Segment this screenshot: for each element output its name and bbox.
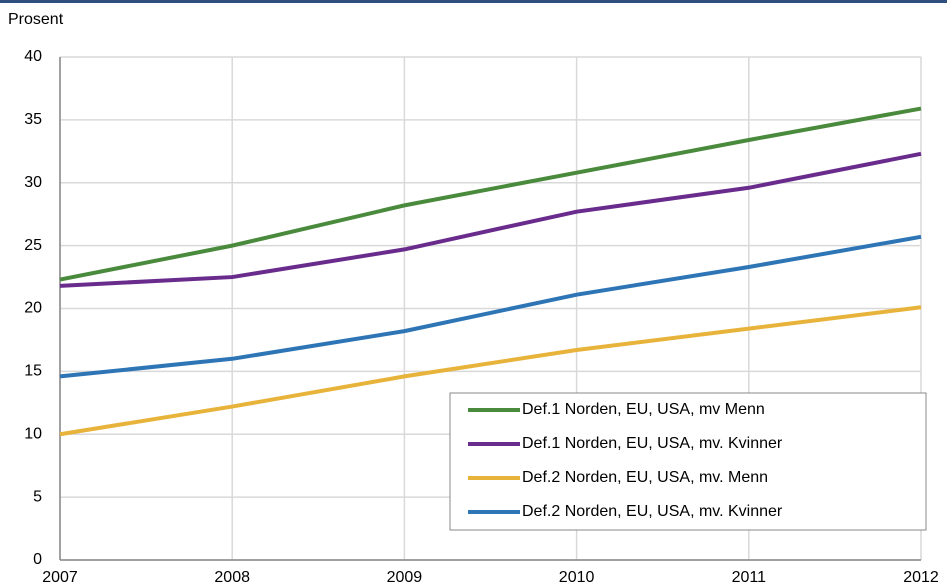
series-line [59, 305, 922, 437]
y-tick-label: 0 [33, 551, 42, 568]
x-tick-label: 2012 [903, 569, 939, 586]
legend-label: Def.2 Norden, EU, USA, mv. Kvinner [522, 503, 783, 520]
x-tick-label: 2011 [732, 569, 767, 586]
series-line [59, 106, 922, 282]
y-tick-label: 15 [24, 363, 42, 380]
legend-label: Def.1 Norden, EU, USA, mv. Kvinner [522, 435, 783, 452]
legend-box [449, 392, 927, 531]
y-tick-label: 10 [24, 425, 42, 442]
y-tick-label: 5 [33, 488, 42, 505]
x-tick-label: 2007 [42, 569, 78, 586]
y-tick-label: 35 [24, 111, 42, 128]
series-line [59, 234, 922, 379]
y-tick-label: 25 [24, 237, 42, 254]
y-tick-label: 40 [24, 48, 42, 65]
series-line [59, 151, 922, 288]
legend-label: Def.1 Norden, EU, USA, mv Menn [522, 401, 765, 418]
x-tick-label: 2008 [214, 569, 250, 586]
x-tick-label: 2009 [387, 569, 423, 586]
y-tick-label: 20 [24, 300, 42, 317]
y-axis-label: Prosent [8, 11, 64, 28]
y-tick-label: 30 [24, 174, 42, 191]
legend-label: Def.2 Norden, EU, USA, mv. Menn [522, 469, 768, 486]
x-tick-label: 2010 [559, 569, 595, 586]
